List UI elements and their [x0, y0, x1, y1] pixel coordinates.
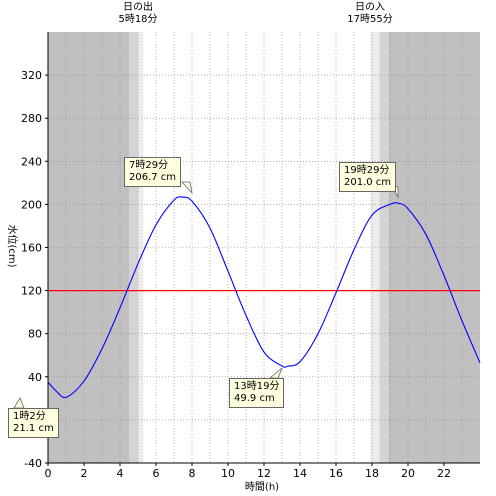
annotation-low-2-value: 49.9 cm [234, 393, 275, 404]
y-tick-label-80: 80 [28, 328, 42, 341]
annotation-high-2-time: 19時29分 [344, 165, 390, 176]
x-tick-label-20: 20 [401, 467, 415, 480]
annotation-low-1-value: 21.1 cm [13, 423, 54, 434]
sunset-time: 17時55分 [347, 14, 393, 25]
x-tick-label-0: 0 [45, 467, 52, 480]
annotation-low-2: 13時19分 49.9 cm [229, 378, 285, 408]
x-axis-title: 時間(h) [245, 481, 279, 493]
sunset-title: 日の入 [355, 2, 385, 13]
annotation-high-2-value: 201.0 cm [344, 177, 392, 188]
y-tick-label-40: 40 [28, 371, 42, 384]
y-tick-label-320: 320 [21, 69, 42, 82]
x-tick-label-18: 18 [365, 467, 379, 480]
annotation-pointer-2 [181, 181, 193, 195]
x-tick-label-12: 12 [257, 467, 271, 480]
x-tick-label-14: 14 [293, 467, 307, 480]
x-tick-label-10: 10 [221, 467, 235, 480]
y-tick-label--40: -40 [24, 457, 42, 470]
sunrise-title: 日の出 [123, 2, 153, 13]
x-tick-label-6: 6 [153, 467, 160, 480]
annotation-high-1-value: 206.7 cm [129, 172, 177, 183]
annotation-pointer-1 [13, 397, 25, 409]
tide-curve [47, 196, 481, 399]
y-tick-label-160: 160 [21, 242, 42, 255]
y-tick-label-240: 240 [21, 155, 42, 168]
sunrise-label: 日の出 5時18分 [108, 2, 168, 26]
x-tick-label-8: 8 [189, 467, 196, 480]
x-tick-label-22: 22 [437, 467, 451, 480]
sunrise-time: 5時18分 [118, 14, 158, 25]
annotation-high-1-time: 7時29分 [129, 160, 169, 171]
annotation-low-1: 1時2分 21.1 cm [8, 408, 59, 438]
band-twilight-dawn-2 [138, 32, 144, 463]
annotation-low-1-time: 1時2分 [13, 411, 46, 422]
y-tick-label-120: 120 [21, 285, 42, 298]
band-night-morning [48, 32, 129, 463]
x-tick-label-2: 2 [81, 467, 88, 480]
band-twilight-dawn-1 [129, 32, 138, 463]
annotation-low-2-time: 13時19分 [234, 381, 280, 392]
sunset-label: 日の入 17時55分 [340, 2, 400, 26]
band-night-evening [388, 32, 480, 463]
annotation-high-1: 7時29分 206.7 cm [124, 157, 182, 187]
annotation-high-2: 19時29分 201.0 cm [339, 162, 397, 192]
y-tick-label-200: 200 [21, 198, 42, 211]
x-tick-label-4: 4 [117, 467, 124, 480]
x-tick-label-16: 16 [329, 467, 343, 480]
y-tick-label-280: 280 [21, 112, 42, 125]
y-axis-title: 水位(cm) [6, 224, 19, 267]
